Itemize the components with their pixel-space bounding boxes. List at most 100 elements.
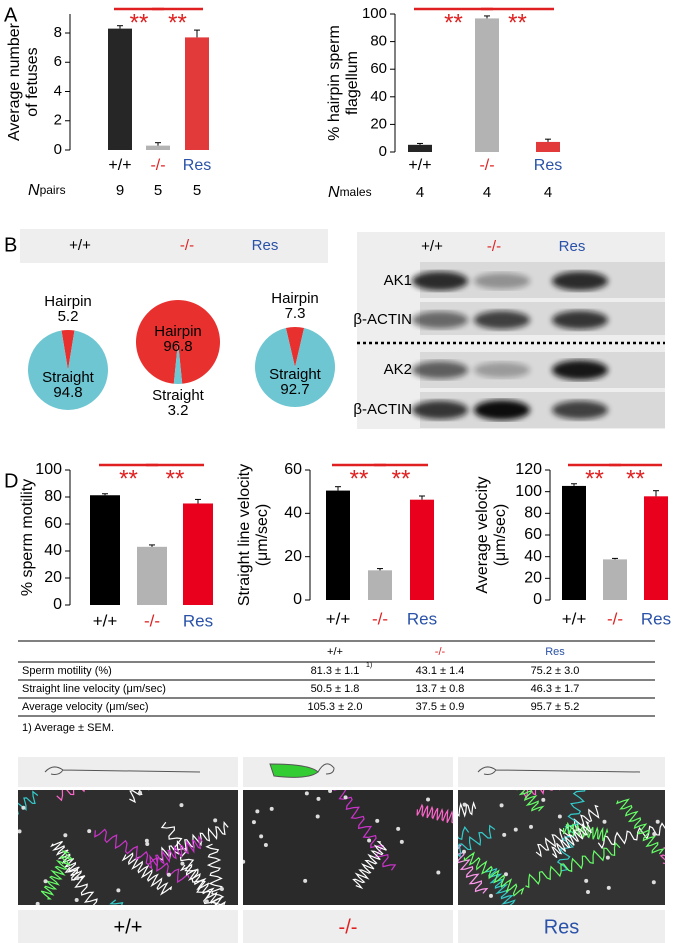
sperm-head bbox=[303, 878, 308, 883]
sperm-head bbox=[259, 834, 264, 839]
pie-value: 94.8 bbox=[53, 384, 82, 401]
sperm-head bbox=[213, 818, 218, 823]
sperm-head bbox=[304, 791, 309, 796]
y-tick-label: 100 bbox=[35, 461, 62, 478]
table-cell: 75.2 ± 3.0 bbox=[531, 665, 580, 677]
pie-header-strip bbox=[20, 229, 328, 263]
track-group bbox=[18, 790, 229, 905]
bar bbox=[146, 145, 170, 150]
sperm-head bbox=[488, 893, 493, 898]
blot-band bbox=[474, 272, 530, 290]
y-tick-label: 40 bbox=[284, 505, 302, 522]
pie-title: Res bbox=[252, 237, 279, 254]
y-tick-label: 6 bbox=[54, 53, 62, 70]
n-subject: males bbox=[340, 185, 372, 199]
sperm-head bbox=[584, 878, 589, 883]
table-cell: 46.3 ± 1.7 bbox=[531, 683, 580, 695]
sperm-head bbox=[144, 838, 149, 843]
n-value: 4 bbox=[483, 184, 491, 201]
x-tick-label: Res bbox=[407, 609, 437, 628]
table-cell: 95.7 ± 5.2 bbox=[531, 701, 580, 713]
sperm-head bbox=[602, 819, 607, 824]
pie-label: Hairpin bbox=[44, 293, 92, 310]
table-cell: 81.3 ± 1.1 bbox=[311, 665, 360, 677]
sperm-head bbox=[116, 888, 121, 893]
sperm-track bbox=[416, 803, 453, 824]
bar bbox=[644, 496, 668, 600]
sperm-track bbox=[458, 800, 477, 818]
pie-value: 96.8 bbox=[163, 338, 192, 355]
sperm-track bbox=[483, 867, 516, 905]
table-cell: Average velocity (μm/sec) bbox=[22, 701, 149, 713]
sperm-head bbox=[606, 885, 611, 890]
y-tick-label: 100 bbox=[515, 483, 542, 500]
significance-label: ** bbox=[508, 9, 527, 36]
pie-slice bbox=[285, 327, 305, 367]
sperm-track bbox=[463, 851, 525, 897]
pie-label: Straight bbox=[269, 366, 322, 383]
pie-slice bbox=[61, 330, 75, 370]
y-tick-label: 0 bbox=[379, 143, 387, 160]
track-header bbox=[18, 757, 238, 787]
sperm-head bbox=[255, 809, 260, 814]
sperm-head bbox=[605, 855, 610, 860]
track-group bbox=[458, 790, 665, 905]
sperm-head bbox=[557, 814, 562, 819]
bar bbox=[408, 144, 432, 152]
sperm-head bbox=[269, 806, 274, 811]
sperm-head bbox=[652, 831, 657, 836]
sperm-head bbox=[396, 826, 401, 831]
significance-label: ** bbox=[350, 465, 369, 492]
panel-label: D bbox=[4, 470, 18, 492]
y-tick-label: 0 bbox=[54, 141, 62, 158]
sperm-track bbox=[179, 863, 226, 905]
blot-row-label: β-ACTIN bbox=[353, 401, 412, 418]
bar bbox=[536, 141, 560, 152]
track-label: Res bbox=[544, 916, 580, 938]
sperm-head bbox=[502, 832, 507, 837]
bar bbox=[475, 18, 499, 152]
sperm-track bbox=[352, 840, 387, 890]
sperm-head bbox=[179, 803, 184, 808]
y-axis-label: Average number bbox=[6, 22, 23, 141]
sperm-head bbox=[35, 901, 40, 905]
x-tick-label: Res bbox=[641, 609, 671, 628]
sperm-track bbox=[562, 821, 609, 842]
y-tick-label: 80 bbox=[44, 488, 62, 505]
x-tick-label: -/- bbox=[479, 157, 494, 174]
bar bbox=[183, 503, 213, 605]
blot-band bbox=[412, 311, 468, 329]
x-tick-label: +/+ bbox=[108, 157, 131, 174]
blot-band bbox=[474, 310, 530, 330]
blot-row-label: AK2 bbox=[384, 361, 412, 378]
y-tick-label: 40 bbox=[370, 88, 387, 105]
x-tick-label: +/+ bbox=[326, 609, 351, 628]
blot-row-label: β-ACTIN bbox=[353, 311, 412, 328]
bar bbox=[90, 495, 120, 605]
y-tick-label: 20 bbox=[524, 570, 542, 587]
table-cell: Sperm motility (%) bbox=[22, 665, 112, 677]
track-label: +/+ bbox=[114, 916, 143, 938]
blot-band bbox=[474, 400, 530, 420]
y-tick-label: 60 bbox=[284, 461, 302, 478]
pie-value: 7.3 bbox=[285, 305, 306, 322]
bar bbox=[603, 559, 627, 600]
x-tick-label: Res bbox=[183, 611, 213, 630]
y-axis-label: of fetuses bbox=[24, 47, 41, 116]
sperm-track bbox=[615, 798, 665, 855]
y-axis-label: % hairpin sperm bbox=[326, 25, 343, 141]
y-axis-label: (μm/sec) bbox=[492, 504, 509, 567]
significance-label: ** bbox=[119, 465, 138, 492]
sperm-head bbox=[399, 839, 404, 844]
sperm-head bbox=[74, 897, 79, 902]
x-tick-label: Res bbox=[534, 157, 562, 174]
sperm-head bbox=[367, 838, 372, 843]
sperm-head bbox=[145, 841, 150, 846]
y-tick-label: 120 bbox=[515, 461, 542, 478]
panel-label: B bbox=[4, 234, 17, 256]
sperm-head bbox=[529, 824, 534, 829]
n-value: 5 bbox=[193, 182, 201, 199]
y-tick-label: 2 bbox=[54, 112, 62, 129]
y-tick-label: 4 bbox=[54, 82, 62, 99]
significance-label: ** bbox=[585, 465, 604, 492]
